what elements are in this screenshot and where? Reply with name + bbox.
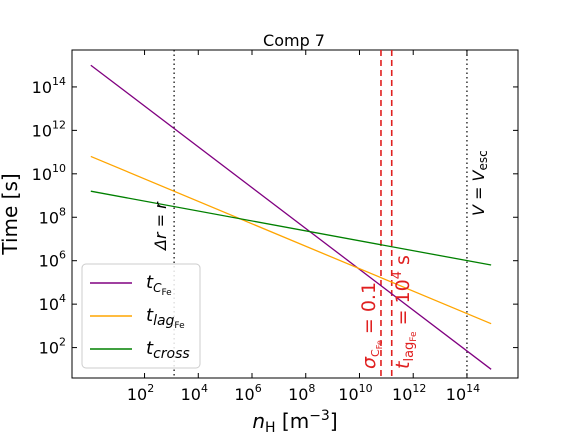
x-tick-label: 104 [181, 382, 208, 404]
vertical-lines [173, 50, 468, 378]
x-tick-label: 1014 [446, 382, 480, 404]
y-tick-label: 1010 [32, 162, 66, 184]
y-tick-label: 106 [39, 249, 66, 271]
plot-area [71, 49, 519, 379]
vline-label-vesc: V = Vesc [469, 150, 490, 216]
legend-label-tlag: tlagFe [146, 305, 185, 331]
series-line-tlag [90, 155, 492, 325]
y-tick-label: 1014 [32, 75, 66, 97]
y-tick-label: 108 [39, 205, 66, 227]
x-tick-label: 106 [234, 382, 261, 404]
series-lines [90, 64, 492, 370]
vline-label-tlag: tlagFe = 104 s [390, 255, 419, 369]
y-tick-label: 104 [39, 292, 66, 314]
x-axis-label: nH [m−3] [252, 408, 337, 432]
y-tick-label: 102 [39, 336, 66, 358]
legend-box [81, 263, 201, 369]
x-tick-label: 1010 [338, 382, 372, 404]
vline-label-dr: Δr = r [151, 201, 170, 252]
x-tick-label: 1012 [392, 382, 426, 404]
y-axis-label: Time [s] [0, 173, 22, 255]
x-tick-label: 108 [288, 382, 315, 404]
x-axis-ticks: 102 104 106 108 1010 1012 1014 [127, 50, 480, 404]
legend-label-tC: tCFe [146, 272, 172, 298]
x-tick-label: 102 [127, 382, 154, 404]
legend: tCFe tlagFe tcross [81, 263, 201, 369]
plot-frame [71, 49, 519, 379]
series-line-tC [90, 64, 492, 370]
y-tick-label: 1012 [32, 118, 66, 140]
y-axis-ticks: 102 104 106 108 1010 1012 1014 [32, 75, 518, 358]
series-line-tcross [90, 190, 492, 266]
chart-title: Comp 7 [263, 31, 325, 50]
vline-label-sigma: σCFe = 0.1 [358, 282, 384, 369]
legend-label-tcross: tcross [146, 338, 190, 362]
